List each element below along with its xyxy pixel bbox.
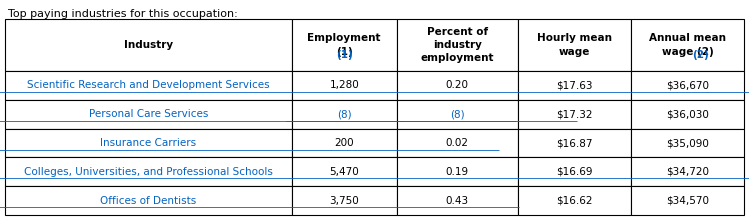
Bar — [518, 71, 631, 100]
Text: (8): (8) — [337, 109, 351, 119]
Text: $36,030: $36,030 — [666, 109, 709, 119]
Bar — [291, 129, 397, 157]
Bar — [291, 19, 397, 71]
Text: $36,670: $36,670 — [666, 80, 709, 90]
Bar — [397, 157, 518, 186]
Text: $16.69: $16.69 — [557, 167, 592, 177]
Bar — [397, 71, 518, 100]
Bar — [518, 100, 631, 129]
Bar — [518, 186, 631, 215]
Bar — [518, 19, 631, 71]
Bar — [291, 71, 397, 100]
Bar — [631, 186, 744, 215]
Bar — [397, 19, 518, 71]
Text: (8): (8) — [450, 109, 464, 119]
Bar — [291, 186, 397, 215]
Bar — [291, 157, 397, 186]
Text: $16.62: $16.62 — [557, 196, 592, 206]
Text: Industry: Industry — [124, 40, 173, 50]
Bar — [631, 71, 744, 100]
Bar — [5, 157, 291, 186]
Bar — [5, 71, 291, 100]
Bar — [518, 157, 631, 186]
Text: $34,570: $34,570 — [666, 196, 709, 206]
Bar — [291, 100, 397, 129]
Text: Top paying industries for this occupation:: Top paying industries for this occupatio… — [8, 9, 237, 19]
Text: 0.43: 0.43 — [446, 196, 469, 206]
Bar — [631, 129, 744, 157]
Text: 3,750: 3,750 — [330, 196, 359, 206]
Bar — [631, 19, 744, 71]
Text: Hourly mean
wage: Hourly mean wage — [537, 34, 612, 57]
Bar — [397, 129, 518, 157]
Text: $17.63: $17.63 — [557, 80, 592, 90]
Text: 1,280: 1,280 — [330, 80, 359, 90]
Text: $34,720: $34,720 — [666, 167, 709, 177]
Text: 5,470: 5,470 — [330, 167, 359, 177]
Text: Personal Care Services: Personal Care Services — [88, 109, 208, 119]
Bar — [518, 129, 631, 157]
Bar — [631, 157, 744, 186]
Bar — [5, 129, 291, 157]
Text: (1): (1) — [336, 50, 353, 60]
Text: Colleges, Universities, and Professional Schools: Colleges, Universities, and Professional… — [24, 167, 273, 177]
Bar — [5, 100, 291, 129]
Bar — [5, 19, 291, 71]
Text: 0.02: 0.02 — [446, 138, 469, 148]
Text: $35,090: $35,090 — [666, 138, 709, 148]
Text: Insurance Carriers: Insurance Carriers — [100, 138, 196, 148]
Bar — [397, 186, 518, 215]
Bar — [397, 100, 518, 129]
Text: Annual mean
wage (2): Annual mean wage (2) — [649, 34, 726, 57]
Text: Percent of
industry
employment: Percent of industry employment — [420, 27, 494, 63]
Bar — [631, 100, 744, 129]
Text: $16.87: $16.87 — [557, 138, 592, 148]
Text: 200: 200 — [334, 138, 354, 148]
Text: 0.19: 0.19 — [446, 167, 469, 177]
Text: 0.20: 0.20 — [446, 80, 469, 90]
Text: Scientific Research and Development Services: Scientific Research and Development Serv… — [27, 80, 270, 90]
Text: $17.32: $17.32 — [557, 109, 592, 119]
Bar — [5, 186, 291, 215]
Text: (2): (2) — [692, 50, 709, 60]
Text: Offices of Dentists: Offices of Dentists — [100, 196, 196, 206]
Text: Employment
(1): Employment (1) — [307, 34, 381, 57]
